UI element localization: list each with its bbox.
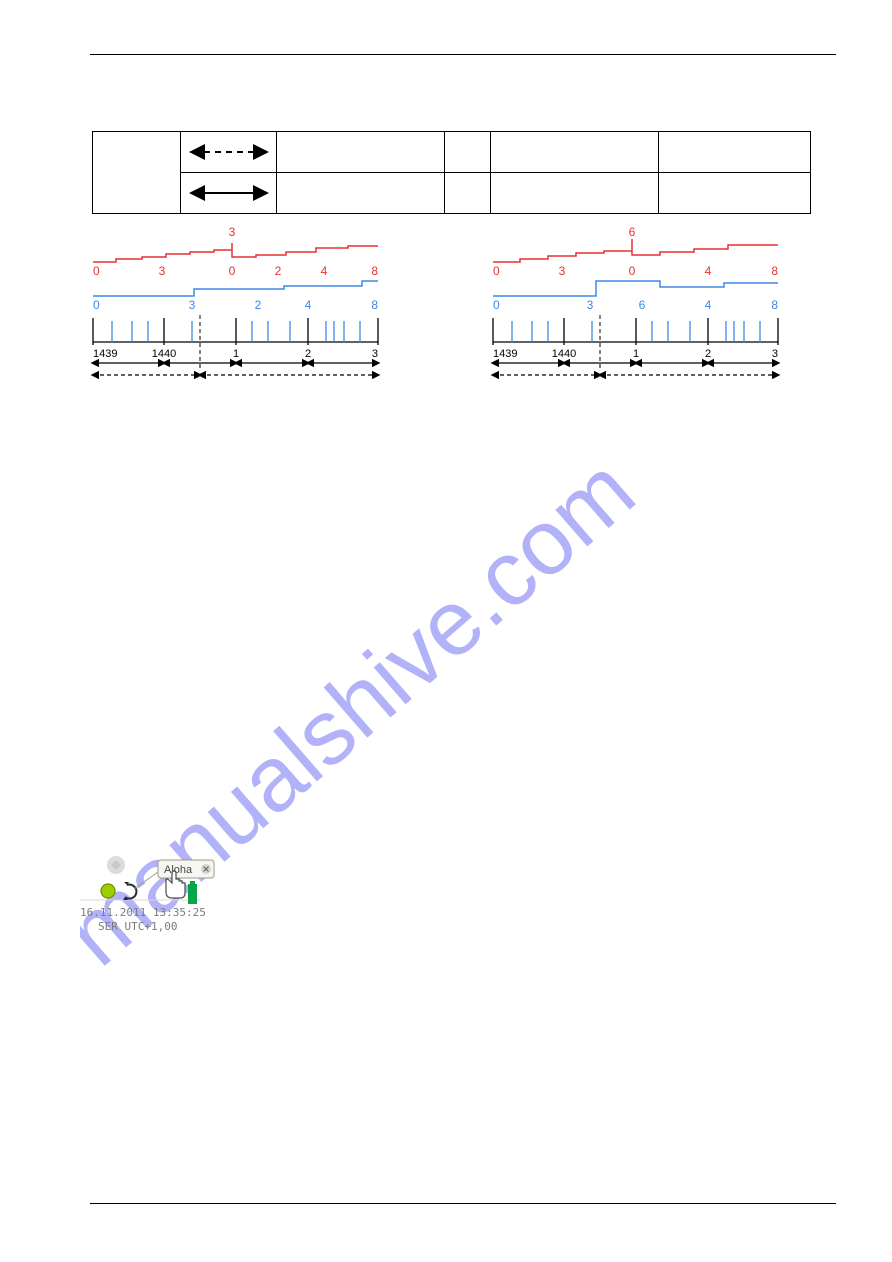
status-datetime: 16.11.2011 13:35:25 bbox=[80, 906, 206, 919]
svg-text:2: 2 bbox=[705, 348, 711, 360]
svg-text:1: 1 bbox=[233, 348, 239, 360]
svg-text:0: 0 bbox=[93, 264, 100, 278]
table-cell bbox=[445, 173, 491, 214]
svg-text:1439: 1439 bbox=[93, 348, 117, 360]
tooltip-pointer bbox=[134, 872, 158, 889]
svg-text:1: 1 bbox=[633, 348, 639, 360]
status-panel: Aloha bbox=[80, 860, 300, 942]
chart-red-line bbox=[493, 239, 778, 262]
svg-text:3: 3 bbox=[372, 348, 378, 360]
svg-text:3: 3 bbox=[189, 298, 196, 312]
charts-row: 3 0 3 0 2 4 8 0 3 2 4 8 bbox=[80, 225, 820, 385]
chart-right: 6 0 3 0 4 8 0 3 6 4 8 bbox=[480, 225, 800, 385]
footer-rule bbox=[90, 1203, 836, 1204]
table-cell bbox=[277, 173, 445, 214]
chart-major-ticks bbox=[493, 318, 778, 345]
svg-text:4: 4 bbox=[705, 298, 712, 312]
svg-text:8: 8 bbox=[771, 264, 778, 278]
refresh-icon[interactable] bbox=[123, 882, 136, 900]
chart-x-labels: 1439 1440 1 2 3 bbox=[93, 348, 378, 360]
chart-top-red-label: 6 bbox=[629, 225, 636, 239]
header-rule bbox=[90, 54, 836, 55]
chart-blue-line bbox=[93, 281, 378, 296]
arrow-solid-cell bbox=[181, 173, 277, 214]
svg-text:1439: 1439 bbox=[493, 348, 517, 360]
table-cell bbox=[659, 132, 811, 173]
svg-text:8: 8 bbox=[771, 298, 778, 312]
table-cell bbox=[491, 173, 659, 214]
svg-text:0: 0 bbox=[493, 298, 500, 312]
table-row bbox=[93, 132, 811, 173]
chart-left: 3 0 3 0 2 4 8 0 3 2 4 8 bbox=[80, 225, 400, 385]
svg-text:1440: 1440 bbox=[552, 348, 576, 360]
svg-text:3: 3 bbox=[587, 298, 594, 312]
svg-text:4: 4 bbox=[305, 298, 312, 312]
chart-red-axis-labels: 0 3 0 2 4 8 bbox=[93, 264, 378, 278]
status-led-icon bbox=[101, 884, 115, 898]
arrow-table bbox=[92, 131, 811, 214]
table-cell bbox=[445, 132, 491, 173]
svg-text:3: 3 bbox=[772, 348, 778, 360]
svg-text:4: 4 bbox=[321, 264, 328, 278]
svg-text:2: 2 bbox=[275, 264, 282, 278]
svg-text:4: 4 bbox=[705, 264, 712, 278]
svg-text:0: 0 bbox=[93, 298, 100, 312]
battery-icon bbox=[188, 881, 197, 904]
svg-text:3: 3 bbox=[159, 264, 166, 278]
arrow-dashed-icon bbox=[187, 142, 271, 162]
chart-x-labels: 1439 1440 1 2 3 bbox=[493, 348, 778, 360]
svg-text:6: 6 bbox=[639, 298, 646, 312]
svg-text:2: 2 bbox=[255, 298, 262, 312]
arrow-dashed-cell bbox=[181, 132, 277, 173]
svg-text:0: 0 bbox=[229, 264, 236, 278]
svg-text:Aloha: Aloha bbox=[164, 864, 193, 876]
svg-text:1440: 1440 bbox=[152, 348, 176, 360]
status-timezone: SER UTC+1,00 bbox=[98, 920, 177, 933]
svg-text:8: 8 bbox=[371, 298, 378, 312]
arrow-solid-icon bbox=[187, 183, 271, 203]
chart-top-red-label: 3 bbox=[229, 225, 236, 239]
table-cell bbox=[491, 132, 659, 173]
table-row bbox=[93, 173, 811, 214]
svg-text:0: 0 bbox=[493, 264, 500, 278]
table-cell bbox=[277, 132, 445, 173]
status-tooltip: Aloha bbox=[158, 860, 214, 878]
chart-red-axis-labels: 0 3 0 4 8 bbox=[493, 264, 778, 278]
svg-text:8: 8 bbox=[371, 264, 378, 278]
table-cell bbox=[659, 173, 811, 214]
chart-major-ticks bbox=[93, 318, 378, 345]
chart-blue-line bbox=[493, 281, 778, 296]
chart-blue-axis-labels: 0 3 2 4 8 bbox=[93, 298, 378, 312]
table-cell-col0 bbox=[93, 132, 181, 214]
chart-red-line bbox=[93, 243, 378, 262]
svg-text:0: 0 bbox=[629, 264, 636, 278]
chart-blue-axis-labels: 0 3 6 4 8 bbox=[493, 298, 778, 312]
svg-text:3: 3 bbox=[559, 264, 566, 278]
svg-text:2: 2 bbox=[305, 348, 311, 360]
